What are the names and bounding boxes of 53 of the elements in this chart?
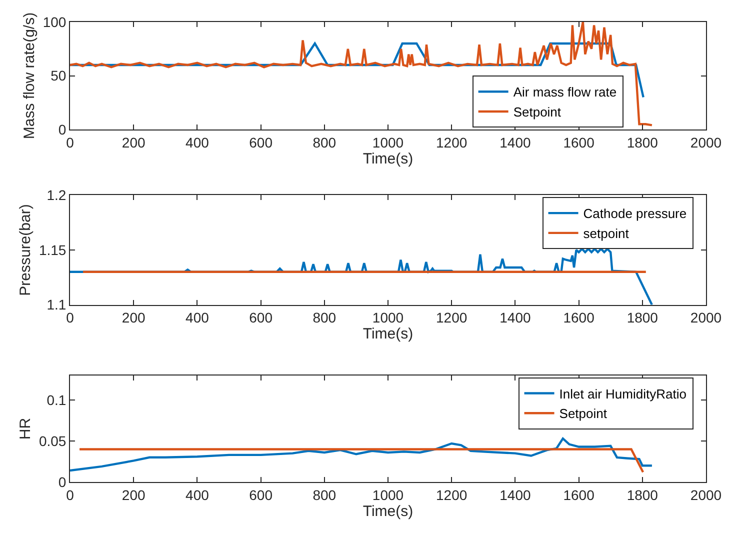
y-axis-title: HR [17,418,34,440]
x-axis-title: Time(s) [362,502,414,520]
x-tick-label: 1200 [436,134,468,150]
x-tick-label: 1400 [500,486,531,503]
legend-label: Setpoint [559,406,608,422]
y-tick-label: 0 [58,474,66,490]
legend-label: Setpoint [513,104,562,120]
y-axis-title: Pressure(bar) [17,204,34,296]
x-tick-label: 400 [186,486,210,503]
x-tick-label: 1800 [626,310,658,326]
x-tick-label: 1600 [563,134,595,150]
x-tick-label: 1800 [626,486,658,503]
x-tick-label: 1400 [500,134,531,150]
x-tick-label: 800 [312,134,336,150]
line-series [70,437,654,472]
x-tick-label: 1000 [372,486,404,503]
y-axis-title: Mass flow rate(g/s) [21,12,38,140]
x-tick-label: 1800 [626,134,658,150]
y-tick-label: 0.1 [46,392,66,408]
y-tick-label: 0 [58,121,66,138]
x-tick-label: 200 [122,310,146,326]
line-series [70,22,654,126]
y-tick-label: 50 [50,68,66,84]
x-tick-label: 1400 [500,310,531,326]
x-tick-label: 600 [249,134,273,150]
y-tick-label: 1.15 [38,242,66,258]
legend-label: Cathode pressure [583,206,687,222]
y-tick-label: 1.2 [46,187,66,204]
x-tick-label: 200 [122,134,146,150]
y-tick-label: 100 [42,14,66,30]
x-tick-label: 1000 [372,310,404,326]
x-axis-title: Time(s) [362,150,414,168]
x-tick-label: 1600 [563,486,595,503]
y-tick-label: 1.1 [46,296,66,313]
x-tick-label: 1200 [436,310,468,326]
x-tick-label: 400 [186,310,210,326]
x-axis-title: Time(s) [362,326,414,343]
x-tick-label: 2000 [690,486,722,503]
x-tick-label: 200 [122,486,146,503]
x-tick-label: 600 [249,310,273,326]
x-tick-label: 400 [186,134,210,150]
x-tick-label: 600 [249,486,273,503]
legend-label: setpoint [583,226,630,242]
x-tick-label: 800 [312,310,336,326]
x-tick-label: 2000 [690,310,722,326]
y-tick-label: 0.05 [38,432,66,449]
x-tick-label: 800 [312,486,336,503]
x-tick-label: 1600 [563,310,595,326]
legend-label: Inlet air HumidityRatio [559,386,686,402]
x-tick-label: 2000 [690,134,722,150]
x-tick-label: 1000 [372,134,404,150]
x-tick-label: 1200 [436,486,468,503]
legend-label: Air mass flow rate [513,84,617,100]
